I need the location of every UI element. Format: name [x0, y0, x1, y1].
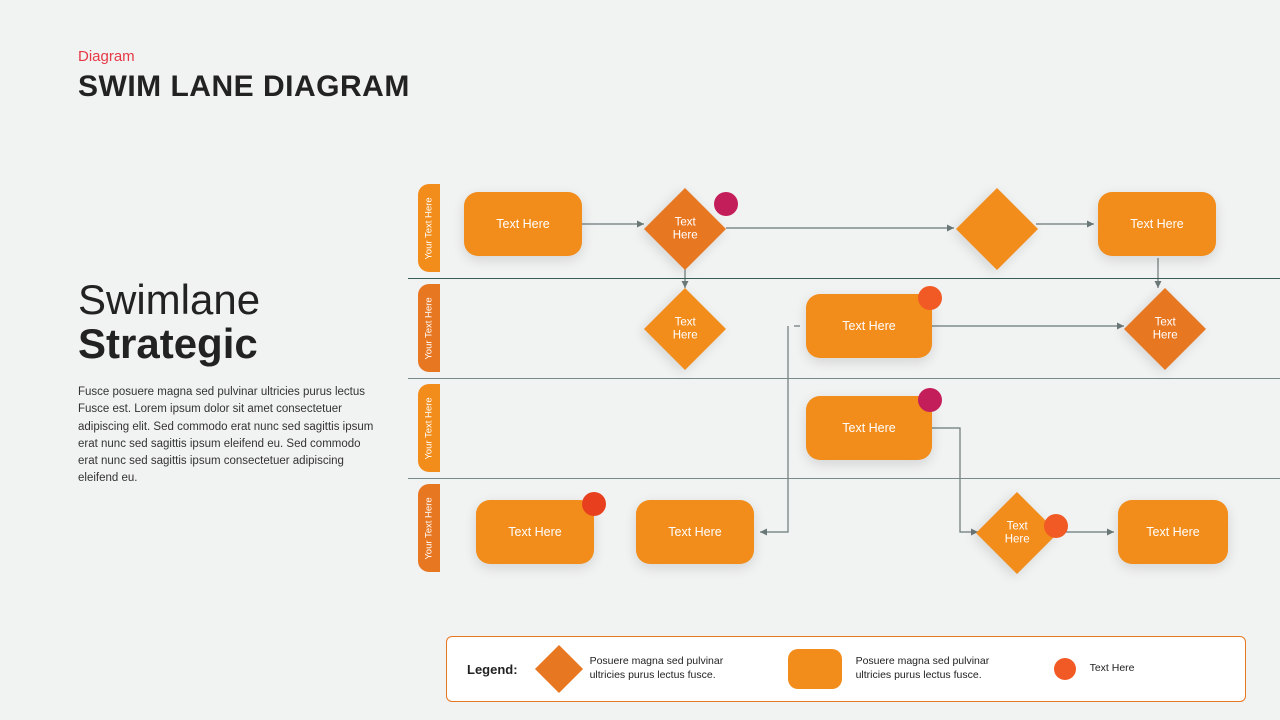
process-box-b3: Text Here — [806, 294, 932, 358]
side-body-text: Fusce posuere magna sed pulvinar ultrici… — [78, 384, 378, 488]
marker-dot-3 — [582, 492, 606, 516]
lane-divider-2 — [408, 478, 1280, 479]
legend-diamond-icon — [535, 645, 583, 693]
legend-text-1: Posuere magna sed pulvinar ultricies pur… — [856, 655, 1026, 682]
decision-diamond-d4: TextHere — [1124, 288, 1206, 370]
legend-item-2: Text Here — [1054, 658, 1135, 680]
lane-label-1: Your Text Here — [418, 284, 440, 372]
decision-diamond-d2 — [956, 188, 1038, 270]
process-box-b6: Text Here — [636, 500, 754, 564]
legend-text-0: Posuere magna sed pulvinar ultricies pur… — [590, 655, 760, 682]
marker-dot-2 — [918, 388, 942, 412]
eyebrow-label: Diagram — [78, 48, 135, 65]
legend: Legend: Posuere magna sed pulvinar ultri… — [446, 636, 1246, 702]
side-heading-line1: Swimlane — [78, 276, 260, 323]
legend-item-0: Posuere magna sed pulvinar ultricies pur… — [542, 652, 760, 686]
process-box-b4: Text Here — [806, 396, 932, 460]
legend-item-1: Posuere magna sed pulvinar ultricies pur… — [788, 649, 1026, 689]
legend-dot-icon — [1054, 658, 1076, 680]
edge-8 — [932, 428, 978, 532]
legend-text-2: Text Here — [1090, 662, 1135, 676]
decision-diamond-d3: TextHere — [644, 288, 726, 370]
lane-divider-0 — [408, 278, 1280, 279]
process-box-b7: Text Here — [1118, 500, 1228, 564]
lane-label-0: Your Text Here — [418, 184, 440, 272]
process-box-b5: Text Here — [476, 500, 594, 564]
page-title: SWIM LANE DIAGRAM — [78, 70, 410, 104]
marker-dot-0 — [714, 192, 738, 216]
legend-box-icon — [788, 649, 842, 689]
lane-label-3: Your Text Here — [418, 484, 440, 572]
marker-dot-1 — [918, 286, 942, 310]
edge-7 — [760, 326, 788, 532]
legend-title: Legend: — [467, 662, 518, 677]
marker-dot-4 — [1044, 514, 1068, 538]
swimlane-diagram: Your Text Here Your Text Here Your Text He… — [418, 180, 1258, 620]
lane-divider-1 — [408, 378, 1280, 379]
process-box-b2: Text Here — [1098, 192, 1216, 256]
process-box-b1: Text Here — [464, 192, 582, 256]
lane-label-2: Your Text Here — [418, 384, 440, 472]
side-heading-line2: Strategic — [78, 320, 258, 367]
side-heading: Swimlane Strategic — [78, 278, 260, 366]
